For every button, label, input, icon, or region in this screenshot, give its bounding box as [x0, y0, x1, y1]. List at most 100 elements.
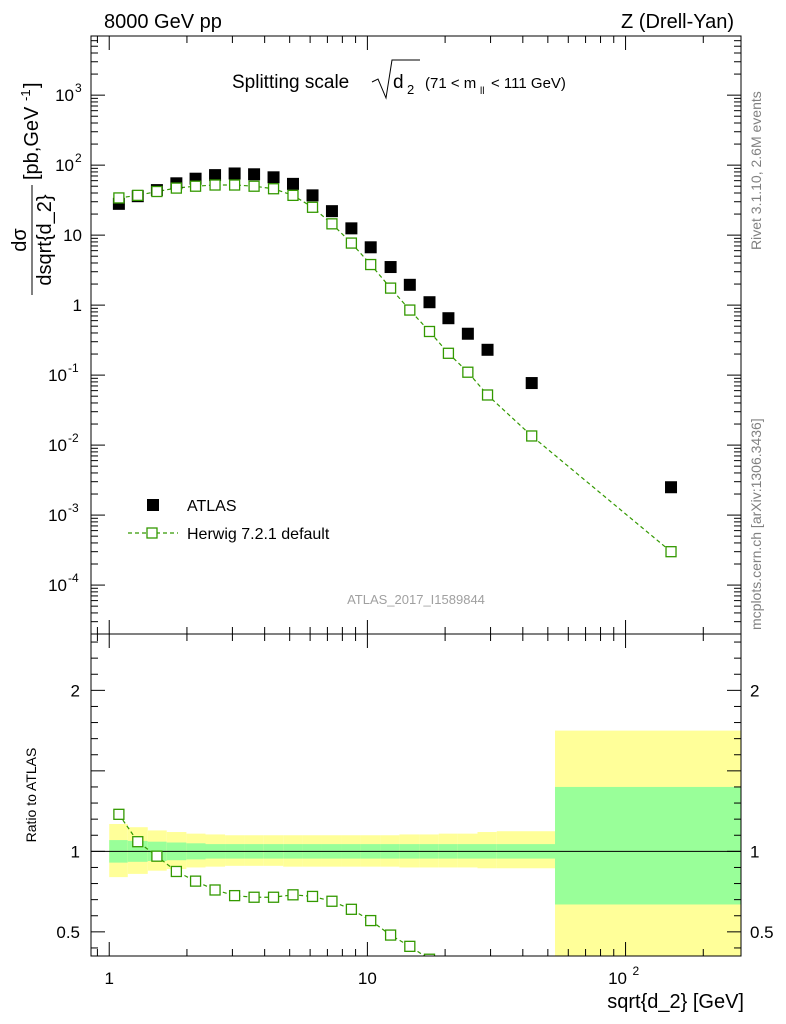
ratio-point — [306, 890, 319, 903]
mc-point — [209, 179, 221, 191]
chart-title: Splitting scale d 2 (71 < m ll < 111 GeV… — [232, 59, 566, 100]
bottom-panel: 0.5 0.5 1 1 2 2 — [56, 633, 774, 957]
side-text-bottom: mcplots.cern.ch [arXiv:1306.3436] — [748, 418, 764, 630]
svg-text:-1: -1 — [68, 361, 79, 375]
mc-point — [267, 183, 280, 195]
ratio-point — [113, 808, 125, 820]
svg-text:-4: -4 — [68, 571, 79, 585]
ratio-point — [189, 875, 202, 887]
inner-band — [555, 786, 741, 905]
top-mc-line — [118, 184, 672, 553]
top-y-tick-label: 10 -3 — [48, 501, 79, 525]
x-axis-label: sqrt{d_2} [GeV] — [607, 991, 744, 1013]
svg-text:10: 10 — [48, 506, 67, 525]
title-range-suffix: < 111 GeV) — [491, 75, 566, 92]
svg-text:10: 10 — [55, 86, 74, 105]
data-point — [403, 278, 416, 291]
x-tick-label: 1 — [104, 969, 113, 988]
svg-text:10: 10 — [608, 969, 627, 988]
data-point — [286, 177, 299, 190]
top-y-tick-label: 10 — [63, 226, 82, 245]
top-data-points — [112, 167, 678, 494]
ratio-point — [248, 891, 260, 903]
svg-text:2: 2 — [75, 151, 82, 165]
legend-data-marker — [147, 499, 159, 511]
watermark: ATLAS_2017_I1589844 — [347, 592, 485, 607]
top-y-tick-label: 10 3 — [55, 81, 82, 105]
svg-text:1: 1 — [73, 296, 82, 315]
uncertainty-bands — [109, 730, 741, 956]
svg-text:-2: -2 — [68, 431, 79, 445]
svg-text:-3: -3 — [68, 501, 79, 515]
top-y-tick-label: 1 — [73, 296, 82, 315]
side-text-top: Rivet 3.1.10, 2.6M events — [748, 91, 764, 250]
legend: ATLAS Herwig 7.2.1 default — [128, 498, 330, 543]
svg-text:10: 10 — [48, 366, 67, 385]
ratio-mc-points — [113, 808, 436, 956]
ratio-point — [365, 914, 377, 927]
mc-point — [113, 192, 125, 204]
x-tick-label: 10 — [358, 969, 377, 988]
title-sqrt-symbol — [371, 59, 420, 100]
top-ylabel-den: dsqrt{d_2} — [34, 194, 56, 286]
svg-text:10: 10 — [48, 436, 67, 455]
x-tick-labels: 1 10 10 2 — [104, 964, 639, 988]
top-frame — [90, 35, 742, 635]
title-sub: 2 — [407, 82, 414, 97]
top-mc-points — [113, 179, 677, 558]
data-point — [384, 261, 397, 274]
data-point — [481, 343, 494, 356]
ratio-point — [423, 953, 436, 956]
mc-point — [287, 189, 299, 202]
top-ylabel-num: dσ — [9, 228, 31, 252]
mc-series-line — [118, 184, 672, 553]
ratio-point — [151, 850, 163, 862]
mc-point — [665, 546, 677, 558]
data-point — [325, 205, 338, 218]
header-right: Z (Drell-Yan) — [621, 11, 734, 33]
ratio-point — [170, 865, 183, 878]
legend-data-label: ATLAS — [187, 498, 237, 515]
legend-mc-label: Herwig 7.2.1 default — [187, 526, 330, 543]
mc-point — [384, 282, 397, 294]
bottom-frame — [90, 633, 742, 957]
mc-point — [404, 304, 416, 316]
ratio-point — [287, 889, 299, 901]
bottom-y-tick-label-right: 0.5 — [750, 923, 774, 942]
data-point — [364, 241, 377, 254]
top-ylabel-units-end: ] — [21, 82, 43, 88]
ratio-point — [404, 940, 416, 952]
mc-point — [423, 325, 436, 338]
mc-point — [151, 185, 163, 198]
ratio-point — [345, 903, 358, 915]
top-y-tick-label: 10 -1 — [48, 361, 79, 385]
data-point — [345, 222, 358, 235]
data-point — [209, 169, 222, 182]
legend-mc-marker — [146, 527, 158, 539]
bottom-y-tick-label-right: 1 — [750, 842, 759, 861]
mc-point — [526, 430, 538, 442]
data-point — [525, 377, 538, 390]
svg-text:3: 3 — [75, 81, 82, 95]
svg-text:2: 2 — [633, 964, 640, 978]
data-point — [228, 167, 241, 180]
mc-point — [228, 179, 241, 191]
mc-point — [326, 218, 338, 230]
header-left: 8000 GeV pp — [104, 11, 222, 33]
svg-text:10: 10 — [55, 156, 74, 175]
mc-point — [189, 180, 202, 192]
top-ylabel-units: [pb,GeV — [21, 106, 43, 180]
bottom-axis-ticks: 0.5 0.5 1 1 2 2 — [56, 634, 774, 956]
top-ylabel-units-sup: -1 — [18, 89, 33, 101]
title-d-letter: d — [393, 72, 404, 93]
ratio-point — [326, 895, 338, 907]
top-y-tick-label: 10 -4 — [48, 571, 79, 595]
title-range-prefix: (71 < m — [425, 75, 476, 92]
ratio-point — [209, 884, 221, 896]
x-tick-label: 10 2 — [608, 964, 639, 988]
bottom-y-tick-label: 2 — [71, 681, 80, 700]
mc-point — [365, 258, 377, 271]
